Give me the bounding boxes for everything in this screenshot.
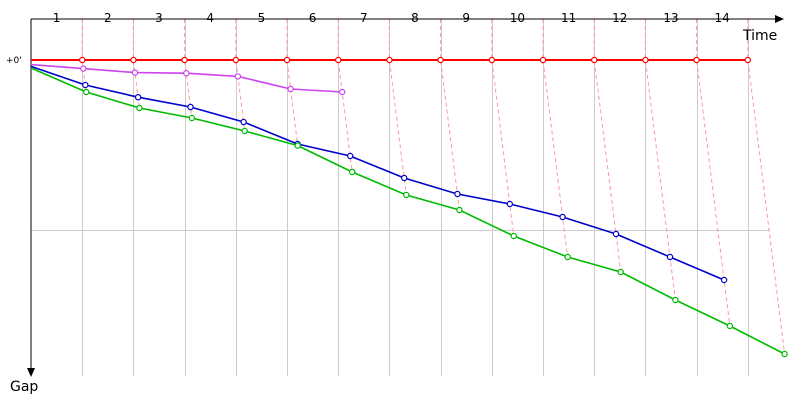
data-point — [335, 56, 342, 64]
data-point — [403, 191, 410, 199]
data-point — [401, 174, 408, 182]
data-point — [349, 168, 356, 176]
lap-label: 2 — [104, 11, 112, 25]
x-axis-arrow — [775, 15, 784, 23]
lap-guide — [747, 19, 786, 355]
lap-guide — [593, 19, 622, 273]
lap-label: 6 — [309, 11, 317, 25]
data-point — [234, 73, 242, 80]
y-axis-title: Gap — [10, 379, 38, 395]
data-point — [456, 206, 463, 214]
y-tick-label: +0' — [6, 56, 22, 66]
data-point — [131, 69, 139, 76]
y-axis-arrow — [27, 368, 35, 377]
data-point — [744, 56, 752, 64]
data-point — [183, 69, 190, 77]
lap-guide — [644, 19, 676, 301]
lap-label: 13 — [663, 11, 678, 25]
data-point — [283, 56, 291, 64]
lap-guide — [286, 19, 299, 146]
data-point — [510, 232, 517, 240]
data-point — [82, 88, 90, 96]
data-point — [287, 85, 294, 93]
data-point — [386, 56, 393, 64]
series-0 — [31, 56, 752, 64]
lap-label: 11 — [561, 11, 576, 25]
data-point — [347, 152, 354, 160]
grid-lines — [31, 19, 770, 376]
data-point — [241, 127, 248, 135]
lap-guide — [440, 19, 460, 211]
data-point — [187, 103, 194, 111]
axes: Time Gap +0' — [6, 15, 784, 395]
lap-label: 1 — [53, 11, 61, 25]
data-point — [488, 56, 495, 64]
lap-label: 9 — [462, 11, 470, 25]
lap-guide — [337, 19, 353, 173]
lap-label: 12 — [612, 11, 627, 25]
data-point — [642, 56, 649, 64]
data-point — [781, 350, 788, 358]
data-point — [80, 65, 87, 72]
x-axis-title: Time — [742, 28, 777, 44]
series-1 — [30, 63, 346, 96]
data-point — [591, 56, 598, 64]
lap-label: 7 — [360, 11, 368, 25]
data-point — [188, 114, 196, 122]
data-point — [666, 253, 674, 261]
data-point — [130, 56, 137, 64]
data-point — [82, 81, 89, 89]
series-2 — [30, 65, 728, 284]
data-point — [559, 213, 566, 221]
data-point — [134, 93, 142, 101]
data-point — [539, 56, 547, 64]
lap-label: 10 — [510, 11, 525, 25]
lap-label: 4 — [206, 11, 214, 25]
data-point — [240, 118, 247, 126]
lap-label: 3 — [155, 11, 163, 25]
data-point — [726, 322, 734, 330]
series-lines — [30, 56, 788, 358]
series-3 — [30, 67, 788, 358]
series-line — [30, 67, 785, 355]
data-point — [78, 56, 86, 64]
data-point — [136, 104, 143, 112]
data-point — [181, 56, 188, 64]
series-line — [30, 65, 725, 281]
lap-label: 8 — [411, 11, 419, 25]
data-point — [617, 268, 624, 276]
data-point — [612, 230, 620, 238]
lap-guide — [542, 19, 569, 258]
data-point — [564, 253, 571, 261]
data-point — [506, 200, 513, 208]
data-point — [294, 142, 301, 149]
data-point — [437, 56, 444, 64]
data-point — [720, 276, 728, 284]
data-point — [232, 56, 239, 64]
data-point — [672, 296, 679, 304]
data-point — [454, 190, 461, 198]
lap-label: 5 — [258, 11, 266, 25]
lap-guide — [184, 19, 193, 119]
data-point — [339, 88, 346, 96]
lap-guide — [491, 19, 515, 237]
data-point — [693, 56, 700, 64]
lap-guide — [388, 19, 407, 196]
lap-label: 14 — [715, 11, 730, 25]
lap-labels: 1 2 3 4 5 6 7 8 9 10 11 12 13 14 — [53, 11, 730, 25]
